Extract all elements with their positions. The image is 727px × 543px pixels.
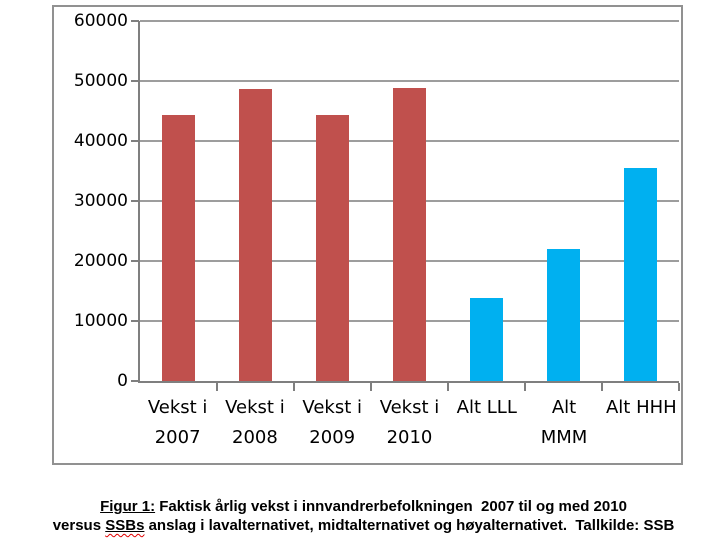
x-tick-1: [216, 383, 218, 391]
y-tick-0: [131, 380, 139, 382]
gridline-60000: [140, 20, 679, 22]
bar-vekst-i-2008: [239, 89, 272, 381]
x-label-vekst-i-2007: Vekst i 2007: [147, 397, 208, 448]
caption-line1-text: Faktisk årlig vekst i innvandrerbefolkni…: [155, 498, 627, 515]
x-label-vekst-i-2010: Vekst i 2010: [379, 397, 440, 448]
plot-area: [138, 20, 679, 383]
y-tick-20000: [131, 260, 139, 262]
y-tick-label-50000: 50000: [73, 71, 128, 91]
y-tick-label-0: 0: [117, 371, 128, 391]
x-tick-4: [447, 383, 449, 391]
y-tick-label-60000: 60000: [73, 11, 128, 31]
caption-line-2: versus SSBs anslag i lavalternativet, mi…: [0, 516, 727, 535]
x-tick-3: [370, 383, 372, 391]
x-label-alt-mmm: Alt MMM: [540, 397, 588, 448]
y-tick-label-30000: 30000: [73, 191, 128, 211]
caption-figure-label: Figur 1:: [100, 498, 156, 515]
x-label-alt-hhh: Alt HHH: [605, 397, 677, 418]
caption-line-1: Figur 1: Faktisk årlig vekst i innvandre…: [0, 497, 727, 516]
bar-vekst-i-2010: [393, 88, 426, 381]
y-tick-label-20000: 20000: [73, 251, 128, 271]
y-tick-label-10000: 10000: [73, 311, 128, 331]
y-tick-60000: [131, 20, 139, 22]
caption-ssbs-word: SSBs: [105, 517, 144, 534]
x-label-vekst-i-2009: Vekst i 2009: [302, 397, 362, 448]
x-label-vekst-i-2008: Vekst i 2008: [225, 397, 285, 448]
gridline-50000: [140, 80, 679, 82]
y-tick-label-40000: 40000: [73, 131, 128, 151]
x-tick-5: [524, 383, 526, 391]
bar-alt-mmm: [547, 249, 580, 381]
x-tick-6: [601, 383, 603, 391]
caption-line2-prefix: versus: [52, 517, 106, 534]
bar-vekst-i-2007: [162, 115, 195, 381]
x-tick-7: [678, 383, 680, 391]
y-tick-30000: [131, 200, 139, 202]
caption-line2-text: anslag i lavalternativet, midtalternativ…: [144, 517, 675, 534]
bar-alt-hhh: [624, 168, 657, 381]
x-tick-2: [293, 383, 295, 391]
figure-caption: Figur 1: Faktisk årlig vekst i innvandre…: [0, 497, 727, 535]
x-label-alt-lll: Alt LLL: [456, 397, 517, 418]
y-tick-50000: [131, 80, 139, 82]
caption-ssbs-text: SSBs: [105, 517, 145, 534]
y-tick-40000: [131, 140, 139, 142]
bar-alt-lll: [470, 298, 503, 381]
x-axis-labels: Vekst i 2007 Vekst i 2008 Vekst i 2009 Vekst i…: [139, 393, 680, 453]
bar-vekst-i-2009: [316, 115, 349, 381]
y-tick-10000: [131, 320, 139, 322]
